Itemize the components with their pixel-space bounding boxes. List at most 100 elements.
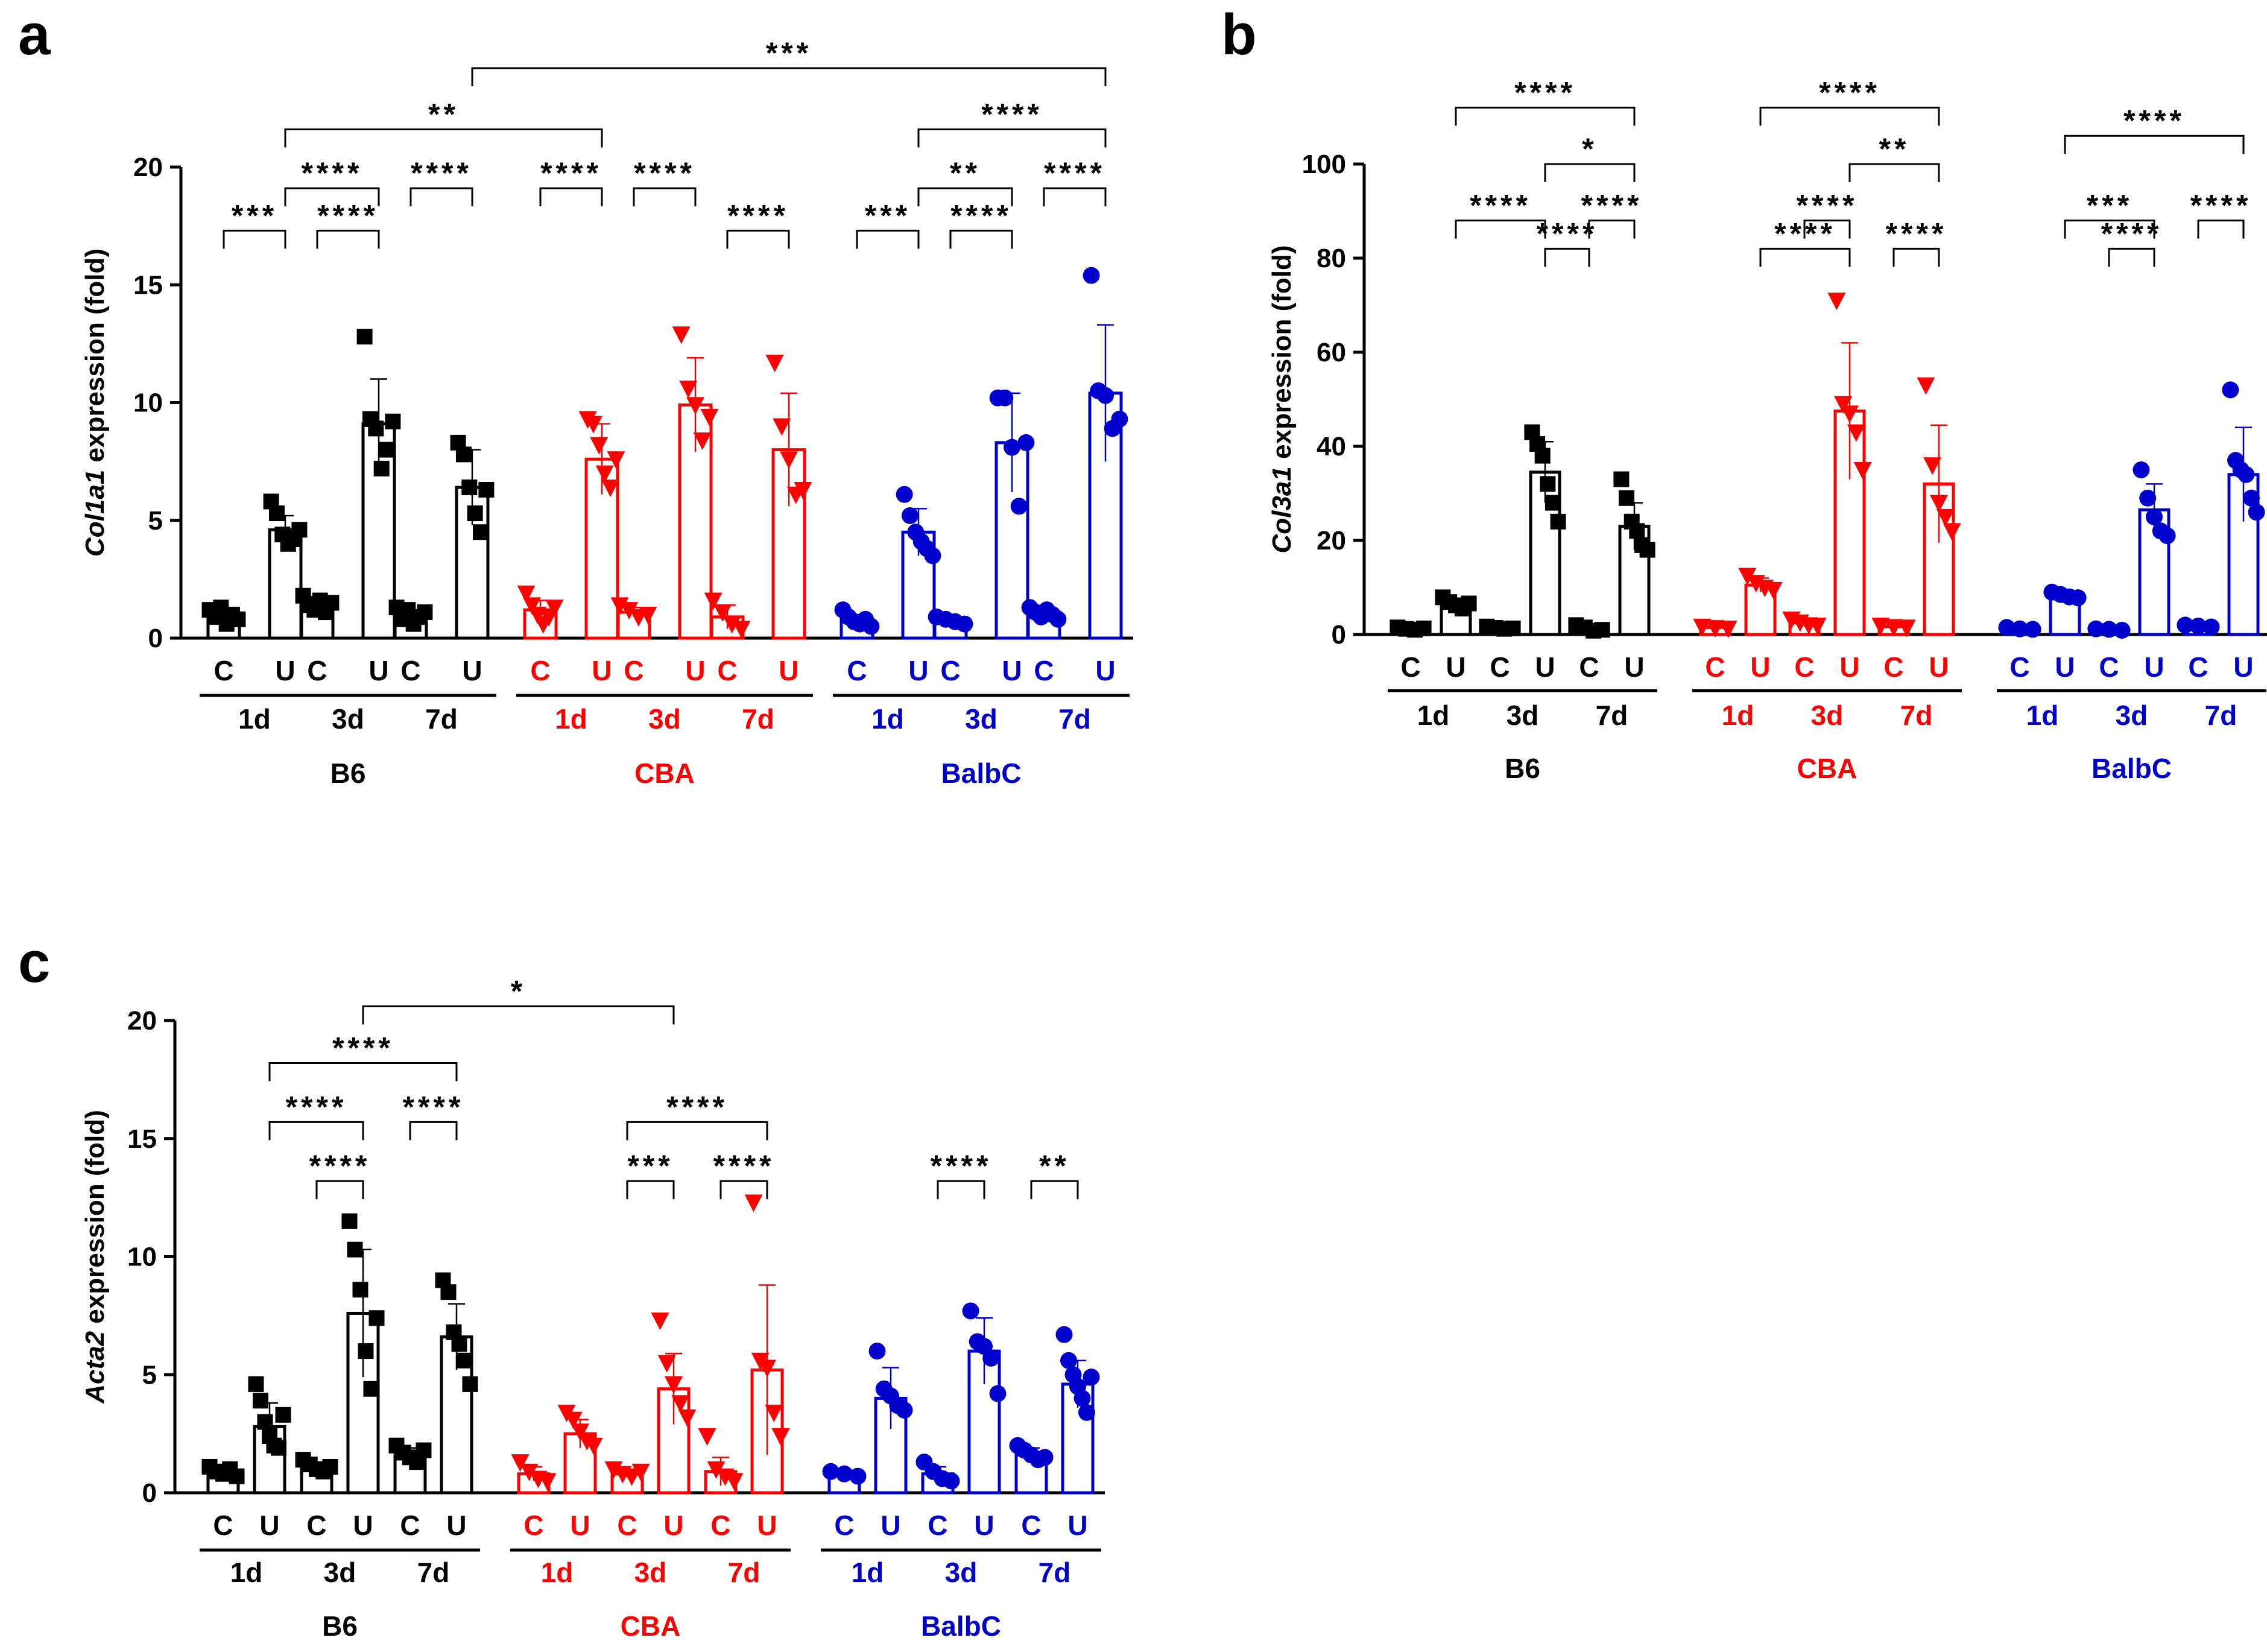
data-point (862, 618, 880, 635)
significance-label: **** (540, 156, 602, 190)
bar-group (1782, 612, 1827, 636)
data-point (1639, 542, 1655, 558)
significance-bracket: *** (2064, 189, 2155, 239)
data-point (478, 481, 495, 498)
bar-label: C (617, 1510, 637, 1541)
data-point (2087, 620, 2105, 638)
significance-bracket: **** (1759, 217, 1851, 267)
data-point (379, 441, 396, 458)
bracket-line (917, 187, 1013, 207)
bracket-line (2064, 135, 2245, 154)
significance-bracket: **** (726, 198, 790, 249)
significance-label: *** (766, 36, 812, 70)
bracket-line (949, 229, 1013, 249)
bar-group (388, 600, 433, 640)
day-label: 3d (1811, 700, 1844, 731)
significance-bracket: **** (1797, 189, 1854, 239)
bar-label: C (1883, 651, 1903, 683)
bracket-line (2064, 220, 2155, 239)
y-tick-label: 40 (1317, 432, 1346, 461)
bar-label: U (757, 1510, 777, 1541)
significance-bracket: ** (284, 98, 603, 148)
bar-label: C (306, 1510, 326, 1541)
bar-group (578, 411, 625, 640)
data-point (520, 1463, 539, 1481)
data-point (1706, 620, 1724, 638)
day-label: 3d (1507, 700, 1539, 731)
data-point (836, 1465, 853, 1483)
data-point (765, 355, 784, 373)
data-point (229, 1468, 245, 1484)
bracket-line (626, 1180, 675, 1200)
data-point (1936, 509, 1955, 527)
data-point (253, 1393, 268, 1409)
data-point (584, 1437, 603, 1455)
bar-label: U (570, 1510, 590, 1541)
data-point (2011, 620, 2028, 638)
significance-label: **** (2123, 104, 2185, 138)
day-label: 3d (648, 703, 681, 735)
significance-label: ** (1879, 132, 1910, 166)
bar-group (1693, 618, 1737, 638)
bar-label: C (710, 1510, 730, 1541)
bar-group (295, 1452, 338, 1495)
data-point (1083, 1369, 1100, 1386)
significance-label: **** (727, 198, 789, 232)
data-point (686, 397, 704, 415)
bracket-line (268, 1121, 364, 1141)
y-tick-label: 0 (148, 624, 163, 653)
significance-label: **** (1819, 75, 1880, 109)
data-point (2190, 617, 2207, 635)
y-tick-label: 5 (142, 1360, 157, 1390)
significance-label: *** (627, 1149, 673, 1183)
significance-label: **** (286, 1090, 347, 1124)
y-tick-label: 20 (1317, 526, 1346, 555)
bracket-line (633, 187, 697, 207)
significance-bracket: *** (856, 198, 920, 249)
data-point (982, 1349, 1000, 1367)
data-point (1545, 495, 1561, 511)
data-point (693, 432, 712, 450)
data-point (248, 1376, 264, 1392)
data-point (765, 1404, 783, 1422)
bracket-line (1544, 247, 1590, 267)
bar-label: U (1446, 651, 1465, 683)
data-point (1004, 438, 1020, 456)
significance-bracket: **** (1581, 189, 1643, 239)
bracket-line (315, 1180, 364, 1200)
bracket-line (917, 128, 1107, 148)
data-point (1897, 619, 1916, 638)
data-point (607, 451, 625, 469)
data-point (679, 381, 698, 399)
data-point (322, 1458, 338, 1475)
data-point (610, 597, 629, 615)
data-point (590, 437, 609, 455)
significance-bracket: *** (626, 1149, 675, 1200)
bar-group (1827, 293, 1872, 636)
significance-bracket: *** (223, 198, 286, 249)
bar-group (1435, 589, 1477, 636)
bar-label: C (2188, 651, 2208, 683)
day-label: 1d (230, 1557, 263, 1588)
significance-bracket: **** (268, 1090, 364, 1141)
bar-group (744, 1194, 790, 1495)
y-axis-label-text: expression (fold) (1267, 245, 1297, 466)
bar-label: U (1002, 655, 1022, 686)
data-point (604, 1461, 623, 1479)
bracket-line (1759, 106, 1940, 126)
data-point (451, 1336, 467, 1352)
data-point (989, 1385, 1007, 1402)
bar-group (765, 355, 812, 640)
bar-group (1917, 377, 1961, 636)
data-point (517, 585, 536, 603)
significance-label: **** (1581, 189, 1643, 223)
significance-bracket: **** (309, 1149, 367, 1200)
bar-group (1021, 599, 1067, 640)
data-point (651, 1312, 669, 1331)
data-point (268, 505, 285, 522)
significance-bracket: **** (2101, 217, 2158, 267)
y-tick-label: 20 (133, 153, 163, 182)
significance-label: **** (1470, 189, 1531, 223)
day-label: 3d (965, 703, 998, 735)
bar-label: C (834, 1510, 854, 1541)
